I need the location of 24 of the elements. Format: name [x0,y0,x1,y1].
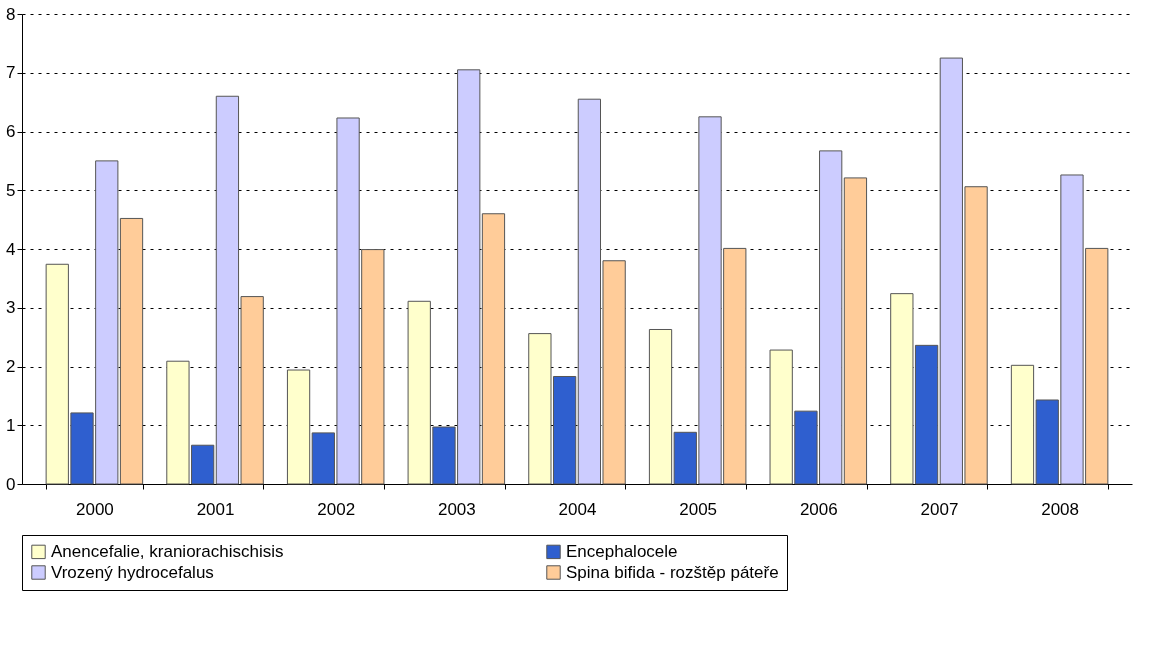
bar [286,369,311,485]
x-tick-label: 2000 [75,499,114,519]
x-tick-label: 2002 [317,499,356,519]
y-tick-label: 5 [6,180,16,200]
x-tick-label: 2003 [437,499,476,519]
y-tick-label: 8 [6,4,16,24]
y-tick-label: 3 [6,298,16,318]
y-tick-label: 7 [6,63,16,83]
legend-label: Encephalocele [566,541,678,561]
y-tick-label: 6 [6,122,16,141]
legend-label: Vrozený hydrocefalus [51,562,214,582]
legend-label: Spina bifida - rozštěp páteře [566,562,779,582]
x-tick-label: 2008 [1041,499,1080,519]
x-tick-label: 2006 [799,499,838,519]
x-tick-label: 2005 [679,499,718,519]
y-tick-label: 2 [6,357,16,376]
y-tick-label: 4 [6,239,16,259]
x-tick-label: 2007 [920,499,959,519]
y-tick-label: 0 [6,474,16,494]
bar [843,177,868,485]
legend-label: Anencefalie, kraniorachischisis [51,541,284,561]
x-tick-label: 2001 [196,499,235,519]
x-tick-label: 2004 [558,499,597,519]
y-tick-label: 1 [6,415,16,435]
